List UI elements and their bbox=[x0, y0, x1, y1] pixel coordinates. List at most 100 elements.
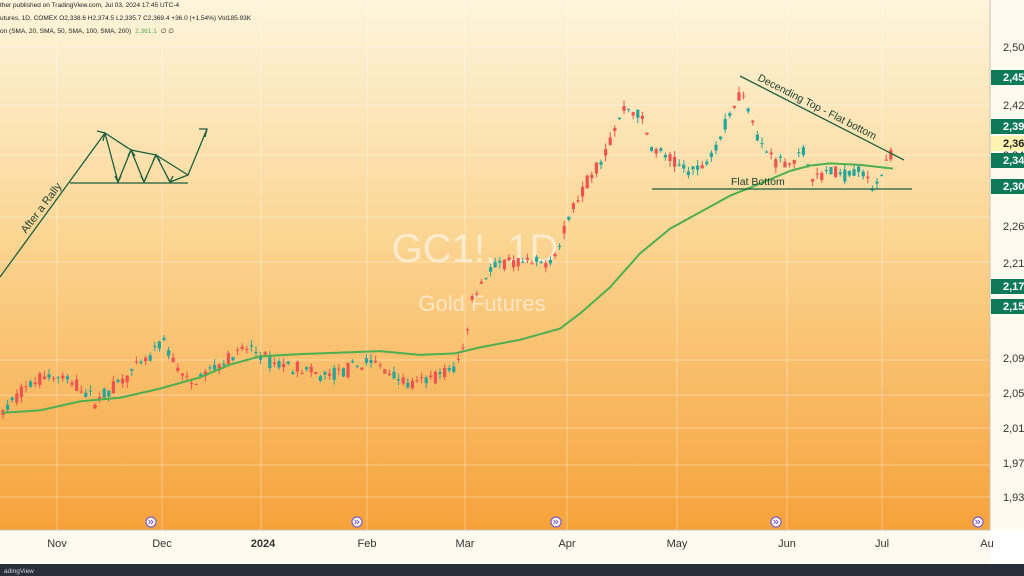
candle-body bbox=[249, 345, 253, 347]
candle-body bbox=[415, 380, 419, 382]
candle-body bbox=[148, 355, 152, 361]
price-label: 1,97 bbox=[1003, 458, 1024, 470]
candle-body bbox=[562, 225, 566, 234]
time-label: Dec bbox=[152, 538, 172, 550]
candle-body bbox=[792, 159, 796, 164]
candle-body bbox=[125, 375, 129, 383]
candle-body bbox=[521, 261, 525, 263]
candle-body bbox=[6, 404, 10, 410]
candle-body bbox=[645, 132, 649, 135]
candle-body bbox=[498, 260, 502, 263]
arrow-up-icon bbox=[127, 148, 136, 157]
candle-body bbox=[728, 113, 732, 116]
candle-body bbox=[47, 374, 51, 378]
event-markers bbox=[145, 516, 984, 528]
candle-body bbox=[631, 112, 635, 116]
candle-body bbox=[314, 372, 318, 374]
candle-body bbox=[240, 346, 244, 349]
candle-body bbox=[10, 397, 14, 401]
candle-body bbox=[875, 181, 879, 184]
candle-body bbox=[213, 365, 217, 370]
event-marker-icon[interactable] bbox=[550, 516, 562, 528]
candle-body bbox=[571, 203, 575, 210]
candle-body bbox=[742, 95, 746, 97]
candle-body bbox=[295, 361, 299, 372]
candle-body bbox=[502, 259, 506, 270]
candle-body bbox=[668, 154, 672, 162]
candle-body bbox=[484, 278, 488, 280]
price-badge bbox=[991, 279, 1024, 294]
candle-body bbox=[65, 376, 69, 380]
candle-body bbox=[709, 152, 713, 158]
candle-body bbox=[429, 375, 433, 378]
candle-body bbox=[604, 148, 608, 156]
event-marker-icon[interactable] bbox=[770, 516, 782, 528]
price-badge-text: 2,36 bbox=[1003, 138, 1024, 150]
candle-body bbox=[139, 361, 143, 364]
descending-top-small[interactable] bbox=[104, 132, 189, 176]
footer-brand: adingView bbox=[4, 568, 34, 575]
watermark-name: Gold Futures bbox=[418, 291, 545, 316]
arrow-head-icon bbox=[199, 128, 208, 138]
candlestick-series bbox=[1, 86, 893, 420]
candle-body bbox=[185, 375, 189, 377]
candle-body bbox=[590, 174, 594, 179]
publisher-line: ther published on TradingView.com, Jul 0… bbox=[0, 2, 180, 9]
candle-body bbox=[351, 360, 355, 363]
candle-body bbox=[254, 352, 258, 354]
candle-body bbox=[608, 137, 612, 145]
candle-body bbox=[760, 143, 764, 145]
candle-body bbox=[544, 263, 548, 268]
candle-body bbox=[162, 337, 166, 341]
candle-body bbox=[558, 245, 562, 247]
arrow-down-icon bbox=[114, 175, 122, 184]
candle-body bbox=[452, 366, 456, 372]
sma-line bbox=[2, 162, 894, 414]
event-marker-icon[interactable] bbox=[972, 516, 984, 528]
candle-body bbox=[857, 166, 861, 172]
candle-body bbox=[443, 367, 447, 378]
candle-body bbox=[410, 380, 414, 389]
price-badge bbox=[991, 136, 1024, 151]
candle-body bbox=[723, 119, 727, 130]
time-label: Apr bbox=[558, 538, 575, 550]
candle-body bbox=[341, 368, 345, 377]
time-axis-area bbox=[0, 530, 990, 564]
event-marker-icon[interactable] bbox=[351, 516, 363, 528]
time-label: Nov bbox=[47, 538, 67, 550]
price-label: 1,93 bbox=[1003, 492, 1024, 504]
descending-top-line[interactable] bbox=[739, 75, 905, 161]
candle-body bbox=[719, 136, 723, 140]
candle-body bbox=[489, 267, 493, 272]
candle-body bbox=[650, 147, 654, 151]
rally-trendline[interactable] bbox=[0, 132, 106, 278]
candle-body bbox=[594, 162, 598, 174]
candle-body bbox=[116, 380, 120, 382]
candle-body bbox=[167, 350, 171, 356]
event-marker-icon[interactable] bbox=[145, 516, 157, 528]
candle-body bbox=[433, 371, 437, 384]
candle-body bbox=[691, 166, 695, 170]
candle-body bbox=[208, 367, 212, 369]
watermark-symbol: GC1!, 1D bbox=[392, 227, 559, 271]
candle-body bbox=[553, 253, 557, 257]
arrow-down-icon bbox=[140, 175, 148, 184]
candle-body bbox=[199, 373, 203, 377]
indicator-line[interactable]: on (SMA, 20, SMA, 50, SMA, 100, SMA, 200… bbox=[0, 28, 174, 35]
candle-body bbox=[806, 164, 810, 166]
candle-body bbox=[700, 165, 704, 169]
candle-body bbox=[93, 404, 97, 409]
flat-bottom-label[interactable]: Flat Bottom bbox=[731, 176, 785, 188]
candle-body bbox=[277, 361, 281, 368]
candle-body bbox=[622, 106, 626, 111]
candle-body bbox=[38, 373, 42, 385]
candle-body bbox=[226, 353, 230, 365]
candle-body bbox=[834, 166, 838, 177]
candle-body bbox=[829, 167, 833, 175]
candle-body bbox=[383, 369, 387, 374]
candle-body bbox=[153, 346, 157, 348]
candle-body bbox=[801, 147, 805, 156]
price-badge-text: 2,17 bbox=[1003, 281, 1024, 293]
candle-body bbox=[328, 373, 332, 376]
